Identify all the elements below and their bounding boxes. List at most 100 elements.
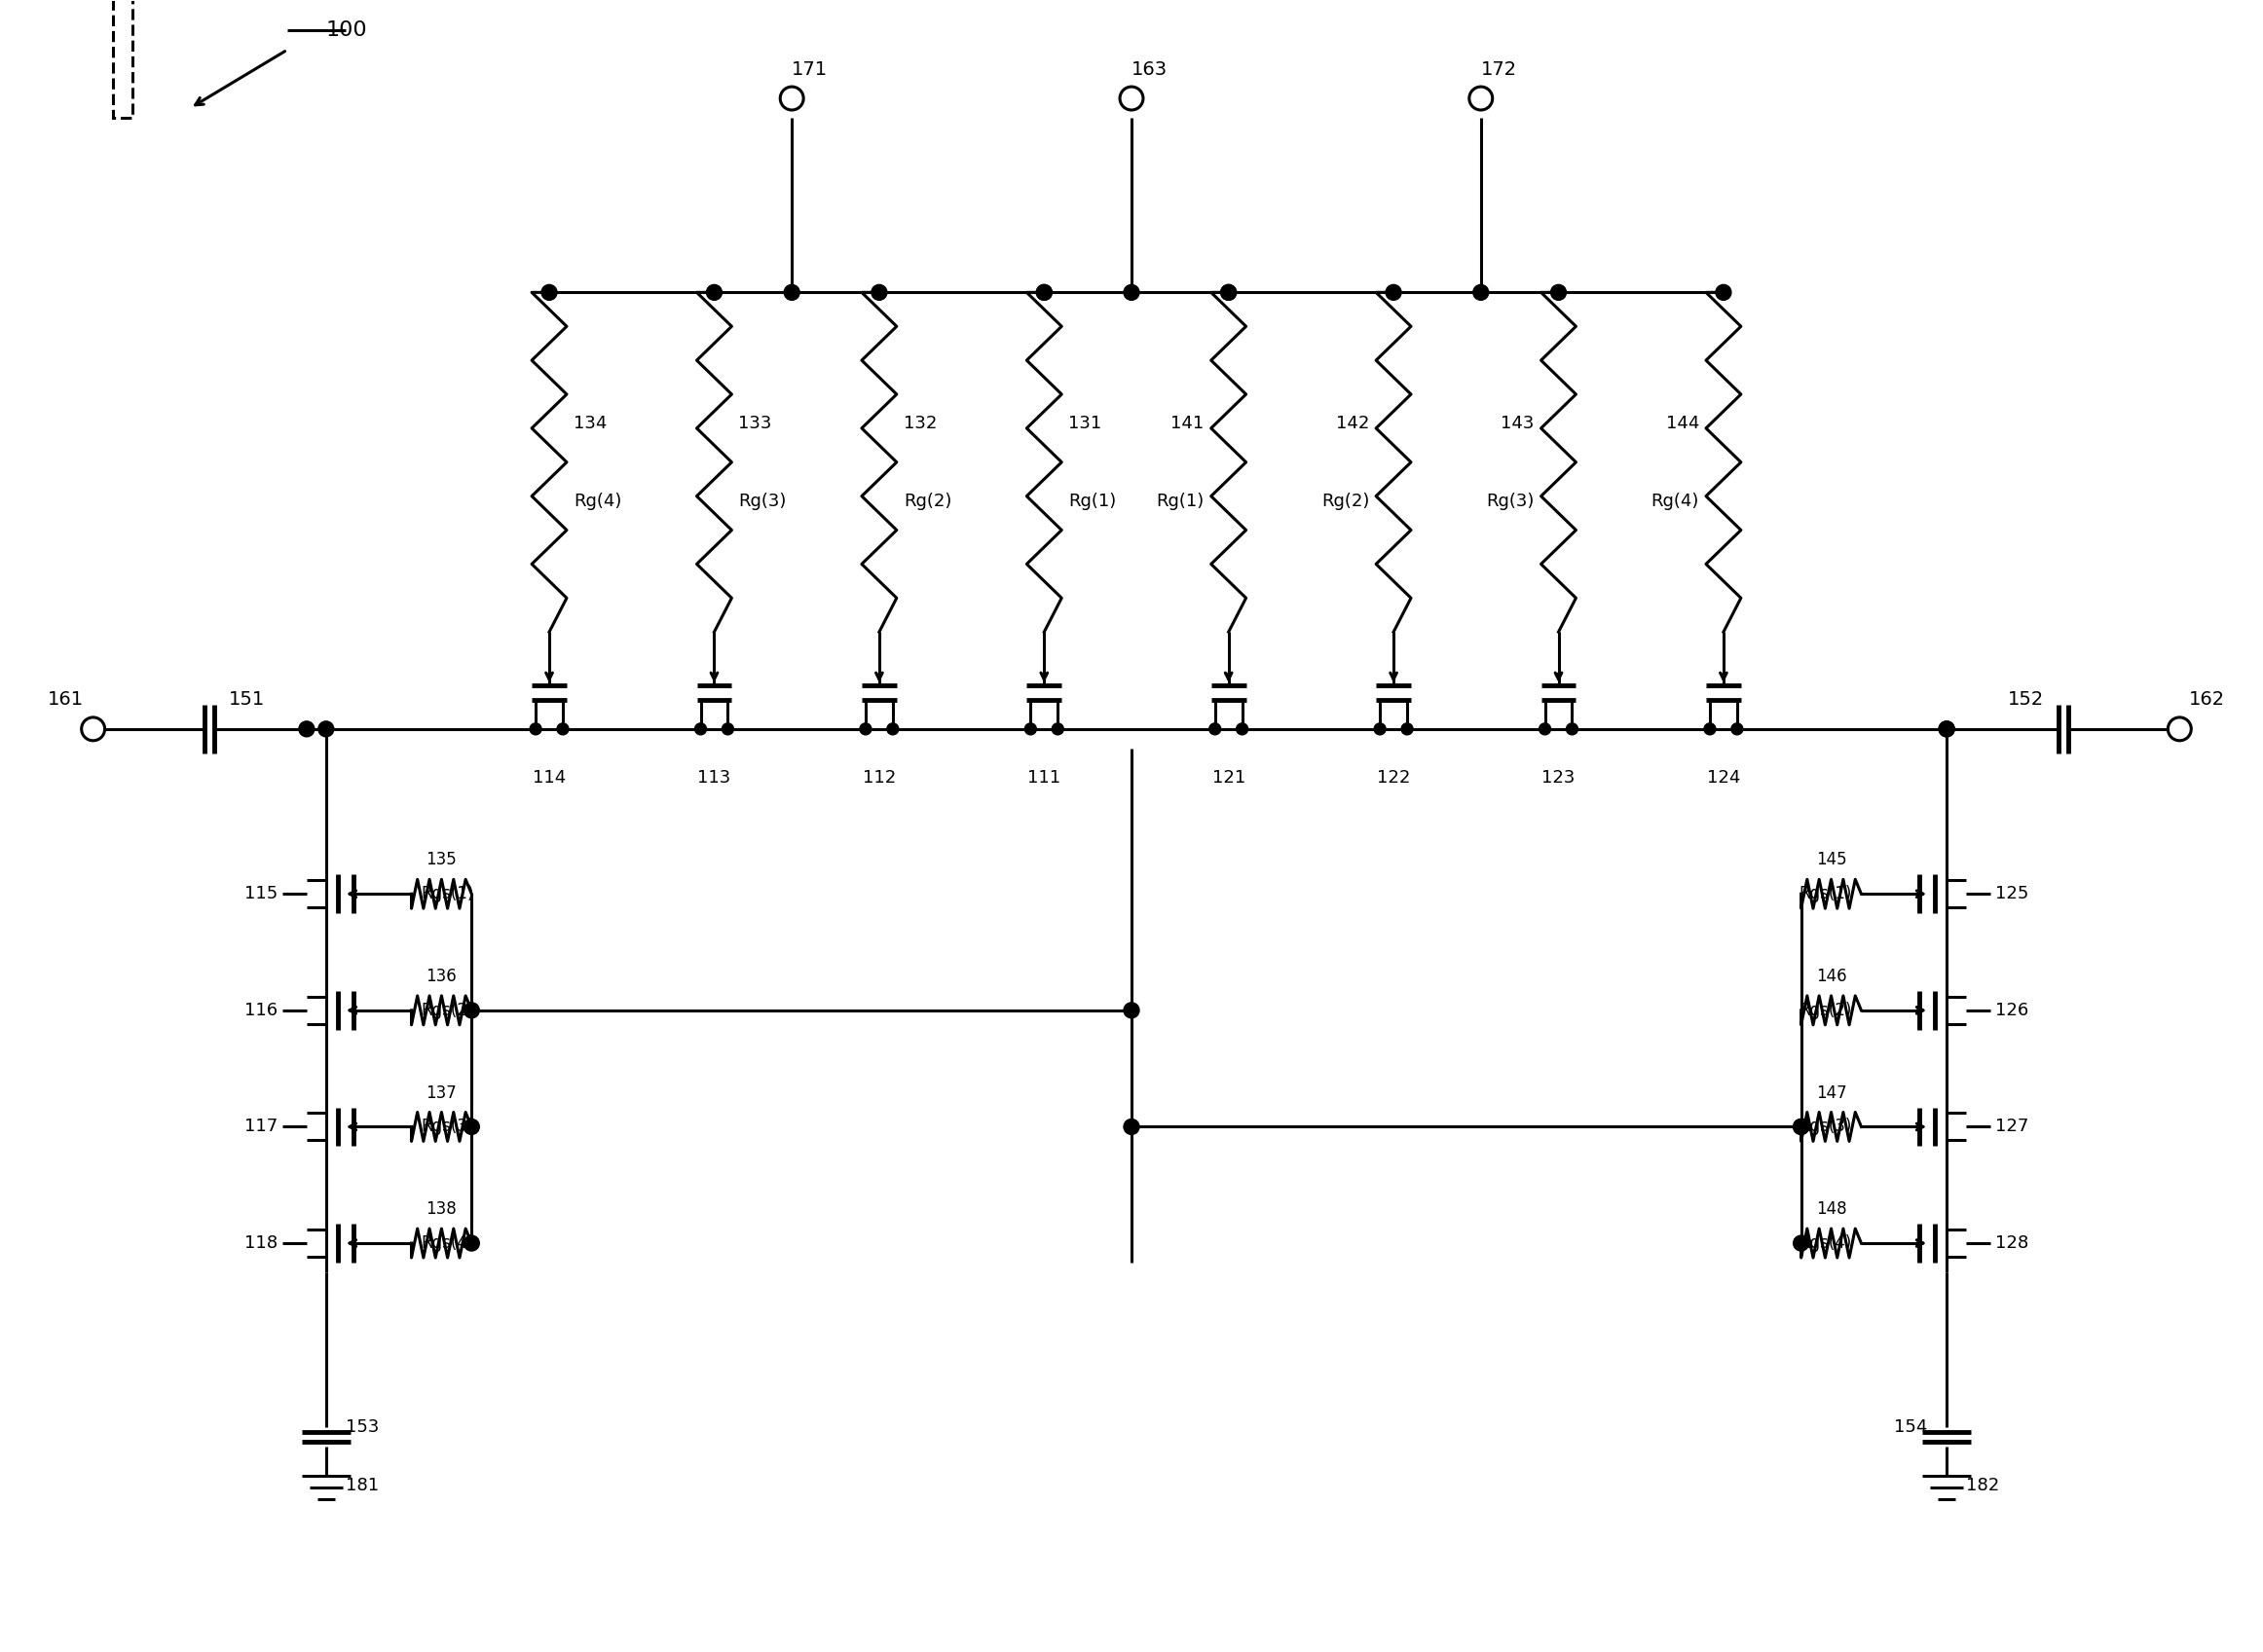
Text: 153: 153 (346, 1419, 378, 1436)
Circle shape (319, 722, 335, 737)
Circle shape (1208, 724, 1220, 735)
Text: Rgs(1): Rgs(1) (421, 885, 473, 902)
Text: Rgs(1): Rgs(1) (1799, 885, 1851, 902)
Text: Rg(4): Rg(4) (1652, 492, 1700, 510)
Circle shape (1401, 724, 1412, 735)
Circle shape (1939, 722, 1955, 737)
Text: Rg(4): Rg(4) (573, 492, 622, 510)
Circle shape (464, 1003, 480, 1018)
Text: 137: 137 (425, 1084, 457, 1102)
Circle shape (1220, 284, 1236, 301)
Text: 134: 134 (573, 415, 606, 433)
Circle shape (299, 722, 315, 737)
Text: 127: 127 (1996, 1118, 2028, 1135)
Text: 117: 117 (244, 1118, 278, 1135)
Circle shape (1220, 284, 1236, 301)
Text: 128: 128 (1996, 1234, 2028, 1252)
Text: 116: 116 (244, 1001, 278, 1019)
Text: 131: 131 (1068, 415, 1102, 433)
Circle shape (557, 724, 568, 735)
Circle shape (1469, 86, 1494, 111)
Text: 161: 161 (48, 691, 84, 709)
Circle shape (706, 284, 722, 301)
Text: 172: 172 (1480, 59, 1516, 79)
Circle shape (464, 1236, 480, 1251)
Circle shape (871, 284, 887, 301)
Text: 182: 182 (1967, 1477, 2000, 1495)
Circle shape (1731, 724, 1743, 735)
Text: 143: 143 (1500, 415, 1534, 433)
Circle shape (860, 724, 871, 735)
Text: 146: 146 (1815, 968, 1847, 985)
Text: Rg(2): Rg(2) (1322, 492, 1369, 510)
Text: 144: 144 (1666, 415, 1700, 433)
Text: 162: 162 (2188, 691, 2225, 709)
Circle shape (1550, 284, 1566, 301)
Text: Rg(3): Rg(3) (1487, 492, 1534, 510)
Text: 163: 163 (1132, 59, 1168, 79)
Text: 141: 141 (1170, 415, 1204, 433)
Circle shape (1036, 284, 1052, 301)
Circle shape (1125, 284, 1138, 301)
Circle shape (722, 724, 733, 735)
Text: 147: 147 (1815, 1084, 1847, 1102)
Circle shape (1792, 1118, 1808, 1135)
Text: Rg(1): Rg(1) (1156, 492, 1204, 510)
Text: 138: 138 (425, 1201, 457, 1218)
Text: 123: 123 (1541, 768, 1575, 786)
Circle shape (1125, 1003, 1138, 1018)
Circle shape (81, 717, 104, 740)
Circle shape (1025, 724, 1036, 735)
Circle shape (783, 284, 799, 301)
Text: 152: 152 (2007, 691, 2043, 709)
Circle shape (1939, 722, 1955, 737)
Text: 118: 118 (244, 1234, 278, 1252)
Text: 121: 121 (1213, 768, 1245, 786)
Text: 115: 115 (244, 885, 278, 902)
Circle shape (695, 724, 706, 735)
Circle shape (1125, 1118, 1138, 1135)
Text: 151: 151 (229, 691, 265, 709)
Text: 142: 142 (1335, 415, 1369, 433)
Text: Rgs(3): Rgs(3) (1799, 1118, 1851, 1135)
Text: 132: 132 (903, 415, 937, 433)
Circle shape (1473, 284, 1489, 301)
Text: Rg(1): Rg(1) (1068, 492, 1116, 510)
Text: 145: 145 (1815, 851, 1847, 869)
Circle shape (1052, 724, 1064, 735)
Text: 126: 126 (1996, 1001, 2028, 1019)
Circle shape (1792, 1118, 1808, 1135)
Text: 181: 181 (346, 1477, 378, 1495)
Circle shape (1036, 284, 1052, 301)
Circle shape (541, 284, 557, 301)
Text: Rgs(4): Rgs(4) (421, 1234, 473, 1252)
Text: 136: 136 (425, 968, 457, 985)
Text: 154: 154 (1894, 1419, 1928, 1436)
Text: 135: 135 (425, 851, 457, 869)
Text: 124: 124 (1706, 768, 1740, 786)
Text: Rg(2): Rg(2) (903, 492, 950, 510)
Text: Rgs(4): Rgs(4) (1799, 1234, 1851, 1252)
Circle shape (1539, 724, 1550, 735)
Text: Rgs(2): Rgs(2) (1799, 1001, 1851, 1019)
Circle shape (1704, 724, 1715, 735)
Text: 113: 113 (697, 768, 731, 786)
Text: 111: 111 (1027, 768, 1061, 786)
Circle shape (464, 1118, 480, 1135)
Text: 133: 133 (738, 415, 772, 433)
Text: 100: 100 (326, 21, 367, 40)
Text: 171: 171 (792, 59, 828, 79)
Text: 148: 148 (1815, 1201, 1847, 1218)
Text: Rgs(3): Rgs(3) (421, 1118, 473, 1135)
Circle shape (1566, 724, 1577, 735)
Text: 112: 112 (862, 768, 896, 786)
Text: 122: 122 (1376, 768, 1410, 786)
Text: 114: 114 (532, 768, 566, 786)
Text: Rg(3): Rg(3) (738, 492, 788, 510)
Circle shape (781, 86, 803, 111)
Circle shape (1385, 284, 1401, 301)
Circle shape (1792, 1236, 1808, 1251)
Circle shape (887, 724, 898, 735)
Circle shape (1236, 724, 1247, 735)
Text: 125: 125 (1996, 885, 2028, 902)
